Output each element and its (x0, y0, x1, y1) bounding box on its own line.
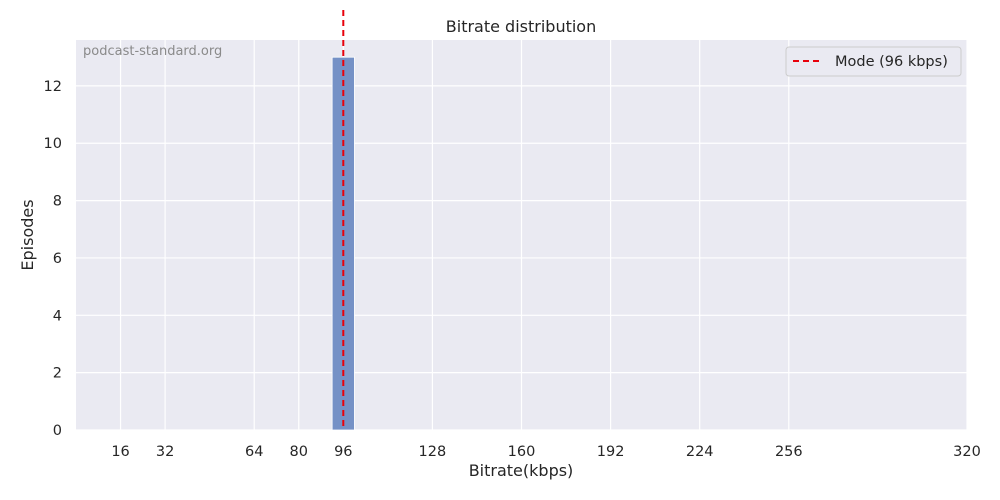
legend-mode-label: Mode (96 kbps) (835, 54, 948, 70)
y-tick-labels: 0 2 4 6 8 10 12 (44, 79, 62, 439)
x-tick-label: 96 (334, 444, 352, 460)
x-tick-label: 80 (290, 444, 308, 460)
x-tick-labels: 16 32 64 80 96 128 160 192 224 256 320 (111, 444, 981, 460)
x-tick-label: 160 (508, 444, 536, 460)
y-axis-title: Episodes (18, 199, 37, 270)
y-tick-label: 8 (53, 194, 62, 210)
legend-box (785, 46, 962, 77)
legend: Mode (96 kbps) (785, 46, 962, 77)
x-tick-label: 128 (419, 444, 447, 460)
y-tick-label: 0 (53, 423, 62, 439)
y-tick-label: 10 (44, 136, 62, 152)
x-axis-title: Bitrate(kbps) (469, 461, 574, 480)
x-tick-label: 16 (111, 444, 129, 460)
x-tick-label: 256 (775, 444, 803, 460)
gridlines (76, 40, 968, 431)
x-tick-label: 64 (245, 444, 263, 460)
x-tick-label: 192 (597, 444, 625, 460)
y-tick-label: 6 (53, 251, 62, 267)
y-tick-label: 2 (53, 366, 62, 382)
y-tick-label: 12 (44, 79, 62, 95)
watermark: podcast-standard.org (83, 44, 222, 59)
x-tick-label: 32 (156, 444, 174, 460)
y-tick-label: 4 (53, 308, 62, 324)
chart-title: Bitrate distribution (446, 17, 596, 36)
x-tick-label: 320 (953, 444, 981, 460)
x-tick-label: 224 (686, 444, 714, 460)
